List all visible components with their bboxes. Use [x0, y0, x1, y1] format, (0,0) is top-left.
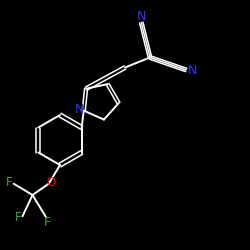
Text: N: N [188, 64, 197, 76]
Text: N: N [136, 10, 146, 23]
Text: F: F [15, 211, 21, 224]
Text: F: F [6, 176, 12, 189]
Text: O: O [46, 176, 56, 189]
Text: N: N [74, 103, 84, 116]
Text: F: F [44, 216, 50, 230]
